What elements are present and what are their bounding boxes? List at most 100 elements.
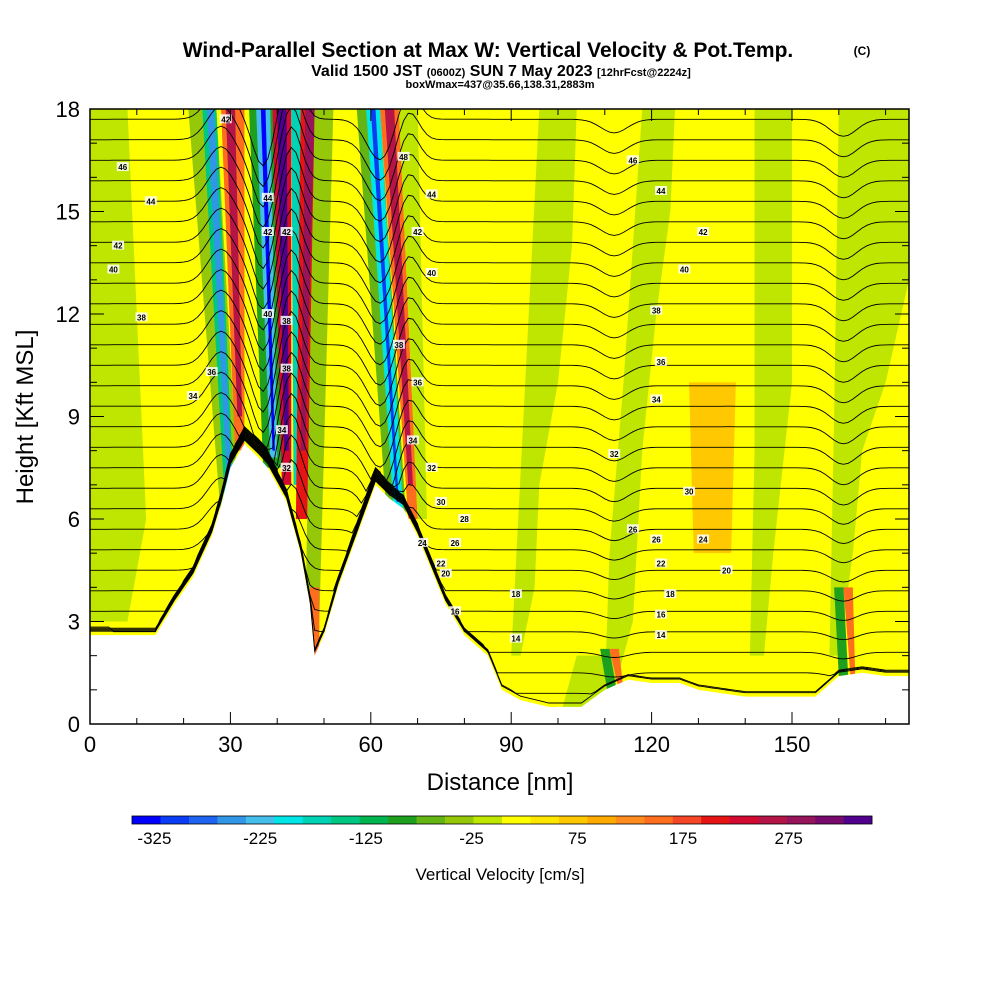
contour-label-bg: [435, 496, 447, 506]
contour-label-bg: [280, 227, 293, 236]
contour-label: 22: [437, 559, 446, 568]
contour-label: 26: [451, 539, 460, 548]
x-tick-label: 30: [218, 732, 242, 757]
colorbar-swatch: [217, 816, 247, 824]
contour-label-bg: [261, 192, 274, 202]
contour-label: 26: [652, 536, 661, 545]
contour-label: 32: [427, 464, 436, 473]
contour-label: 32: [282, 464, 291, 473]
contour-label: 34: [189, 392, 198, 401]
contour-label: 42: [282, 228, 291, 237]
contour-label: 42: [221, 115, 230, 124]
contour-label-bg: [425, 462, 438, 472]
contour-label: 38: [282, 365, 291, 374]
contour-label-bg: [626, 155, 639, 165]
contour-label: 42: [263, 228, 272, 237]
contour-label: 40: [263, 310, 272, 319]
colorbar-swatch: [672, 816, 702, 824]
colorbar-swatch: [473, 816, 503, 824]
y-axis-label: Height [Kft MSL]: [12, 330, 39, 505]
contour-label: 28: [460, 515, 469, 524]
y-tick-label: 0: [68, 712, 80, 737]
title-copyright-mark: (C): [854, 44, 871, 58]
isentrope-line: [90, 187, 909, 290]
contour-label: 40: [680, 266, 689, 275]
box-info: boxWmax=437@35.66,138.31,2883m: [406, 79, 595, 91]
contour-label: 14: [511, 635, 520, 644]
isentrope-line: [90, 146, 909, 249]
contour-label: 36: [657, 358, 666, 367]
isentrope-line: [90, 351, 909, 454]
colorbar-swatch: [729, 816, 759, 824]
isentrope-line: [90, 392, 909, 486]
contour-label: 44: [657, 187, 666, 196]
colorbar-tick-label: 275: [775, 829, 803, 848]
contour-label: 22: [657, 559, 666, 568]
contour-labels: 46 44 42 40 38 36 34 42 44 42 42 40 38 38 34 32 48 44 42 40…: [107, 114, 733, 644]
contour-label-bg: [280, 363, 293, 373]
y-tick-label: 15: [56, 200, 80, 225]
x-tick-label: 120: [633, 732, 670, 757]
contour-label: 34: [652, 395, 661, 404]
isentrope-line: [90, 167, 909, 270]
contour-label-bg: [205, 367, 218, 377]
colorbar-swatch: [160, 816, 190, 824]
colorbar-swatch: [388, 816, 417, 824]
contour-label: 38: [282, 317, 291, 326]
contour-label: 30: [685, 488, 694, 497]
contour-label-bg: [261, 227, 274, 236]
colorbar-swatch: [502, 816, 531, 824]
contour-label: 32: [610, 450, 619, 459]
contour-label-bg: [144, 196, 157, 206]
valid-date: SUN 7 May 2023: [470, 63, 593, 80]
contour-label-bg: [261, 309, 274, 318]
contour-label-bg: [219, 114, 232, 124]
colorbar-swatch: [587, 816, 617, 824]
contour-label: 34: [408, 436, 417, 445]
contour-label-bg: [654, 186, 667, 195]
contour-label: 38: [652, 307, 661, 316]
isentrope-line: [90, 126, 909, 229]
contour-label: 38: [394, 341, 403, 350]
velocity-band: [829, 109, 909, 656]
colorbar-tick-label: -25: [459, 829, 484, 848]
isentrope-line: [90, 269, 909, 372]
contour-label: 26: [628, 525, 637, 534]
contour-label: 16: [451, 607, 460, 616]
colorbar-tick-label: -325: [137, 829, 171, 848]
y-tick-label: 3: [68, 610, 80, 635]
isentrope-line: [90, 429, 909, 545]
contour-label-bg: [186, 391, 199, 400]
isentrope-line: [90, 290, 909, 393]
isentrope-line: [90, 109, 909, 188]
contour-label: 46: [628, 156, 637, 165]
contour-label-bg: [650, 534, 663, 544]
isentrope-line: [90, 228, 909, 331]
plot-area: 46 44 42 40 38 36 34 42 44 42 42 40 38 38 34 32 48 44 42 40…: [90, 109, 909, 724]
colorbar-swatch: [530, 816, 560, 824]
isentrope-line: [90, 109, 909, 167]
colorbar: -325 -225 -125 -25 75 175 275: [131, 815, 873, 848]
contour-label-bg: [416, 537, 429, 547]
velocity-band: [604, 109, 675, 690]
isentrope-line: [90, 428, 909, 525]
velocity-band: [305, 109, 334, 622]
contour-label: 40: [427, 269, 436, 278]
contour-label: 42: [699, 228, 708, 237]
colorbar-swatch: [302, 816, 332, 824]
contour-label: 34: [277, 426, 286, 435]
colorbar-swatch: [786, 816, 816, 824]
colorbar-swatch: [843, 816, 873, 824]
colorbar-swatch: [701, 816, 730, 824]
contour-label: 44: [146, 197, 155, 206]
contour-label-bg: [654, 630, 667, 640]
contour-label-bg: [112, 240, 125, 250]
contour-label-bg: [654, 558, 667, 568]
contour-label-bg: [275, 425, 288, 435]
contour-label-bg: [697, 227, 710, 236]
contour-label-bg: [650, 305, 663, 315]
contour-label: 16: [657, 611, 666, 620]
contour-label: 46: [118, 163, 127, 172]
